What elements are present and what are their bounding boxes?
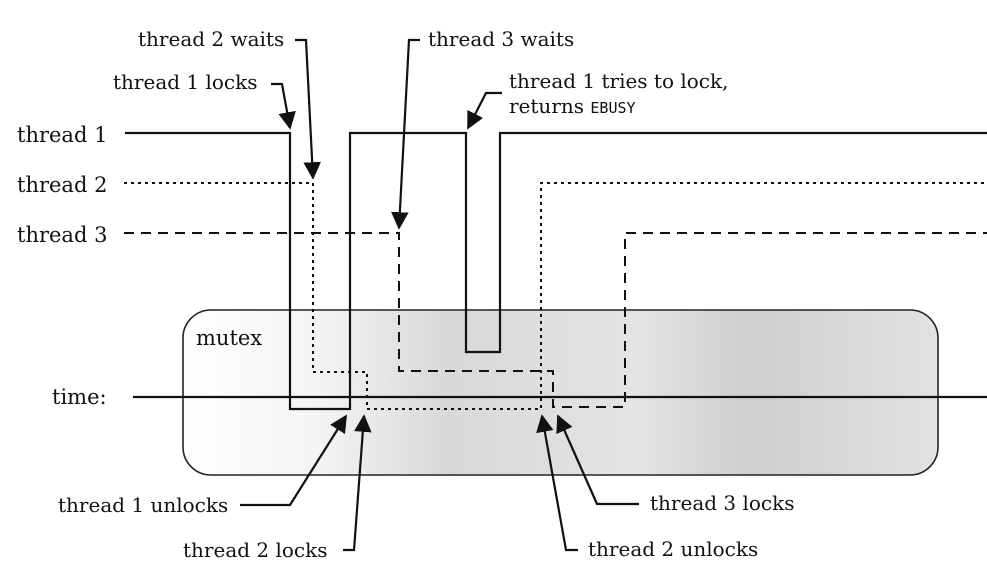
thread-3-waits-pointer bbox=[391, 38, 420, 230]
mutex-label: mutex bbox=[196, 326, 262, 350]
thread-3-label: thread 3 bbox=[17, 223, 107, 247]
thread-1-label: thread 1 bbox=[17, 123, 107, 147]
annotation-thread-1-locks: thread 1 locks bbox=[113, 70, 258, 94]
thread-3-timeline bbox=[124, 232, 987, 408]
ebusy-code: EBUSY bbox=[590, 99, 635, 117]
annotation-thread-1-tries-line-2: returns EBUSY bbox=[509, 94, 636, 118]
thread-1-timeline bbox=[125, 131, 987, 411]
annotation-thread-1-tries-line-1: thread 1 tries to lock, bbox=[509, 69, 728, 93]
annotation-thread-2-locks: thread 2 locks bbox=[183, 538, 328, 562]
annotation-thread-2-waits: thread 2 waits bbox=[138, 27, 284, 51]
thread-2-locks-pointer bbox=[343, 414, 372, 552]
thread-2-timeline bbox=[124, 182, 987, 410]
thread-1-unlocks-pointer bbox=[240, 414, 347, 507]
thread-1-locks-pointer bbox=[271, 82, 296, 130]
annotation-thread-3-waits: thread 3 waits bbox=[428, 27, 574, 51]
thread-2-unlocks-pointer bbox=[536, 414, 578, 552]
thread-3-locks-pointer bbox=[556, 414, 639, 506]
thread-2-waits-pointer bbox=[295, 38, 321, 180]
annotation-thread-3-locks: thread 3 locks bbox=[650, 491, 795, 515]
time-axis-label: time: bbox=[52, 385, 107, 409]
thread-1-tries-pointer bbox=[467, 91, 502, 130]
mutex-region bbox=[182, 309, 939, 476]
thread-2-label: thread 2 bbox=[17, 173, 107, 197]
annotation-thread-2-unlocks: thread 2 unlocks bbox=[588, 537, 758, 561]
returns-text: returns bbox=[509, 94, 590, 118]
annotation-thread-1-unlocks: thread 1 unlocks bbox=[58, 493, 228, 517]
